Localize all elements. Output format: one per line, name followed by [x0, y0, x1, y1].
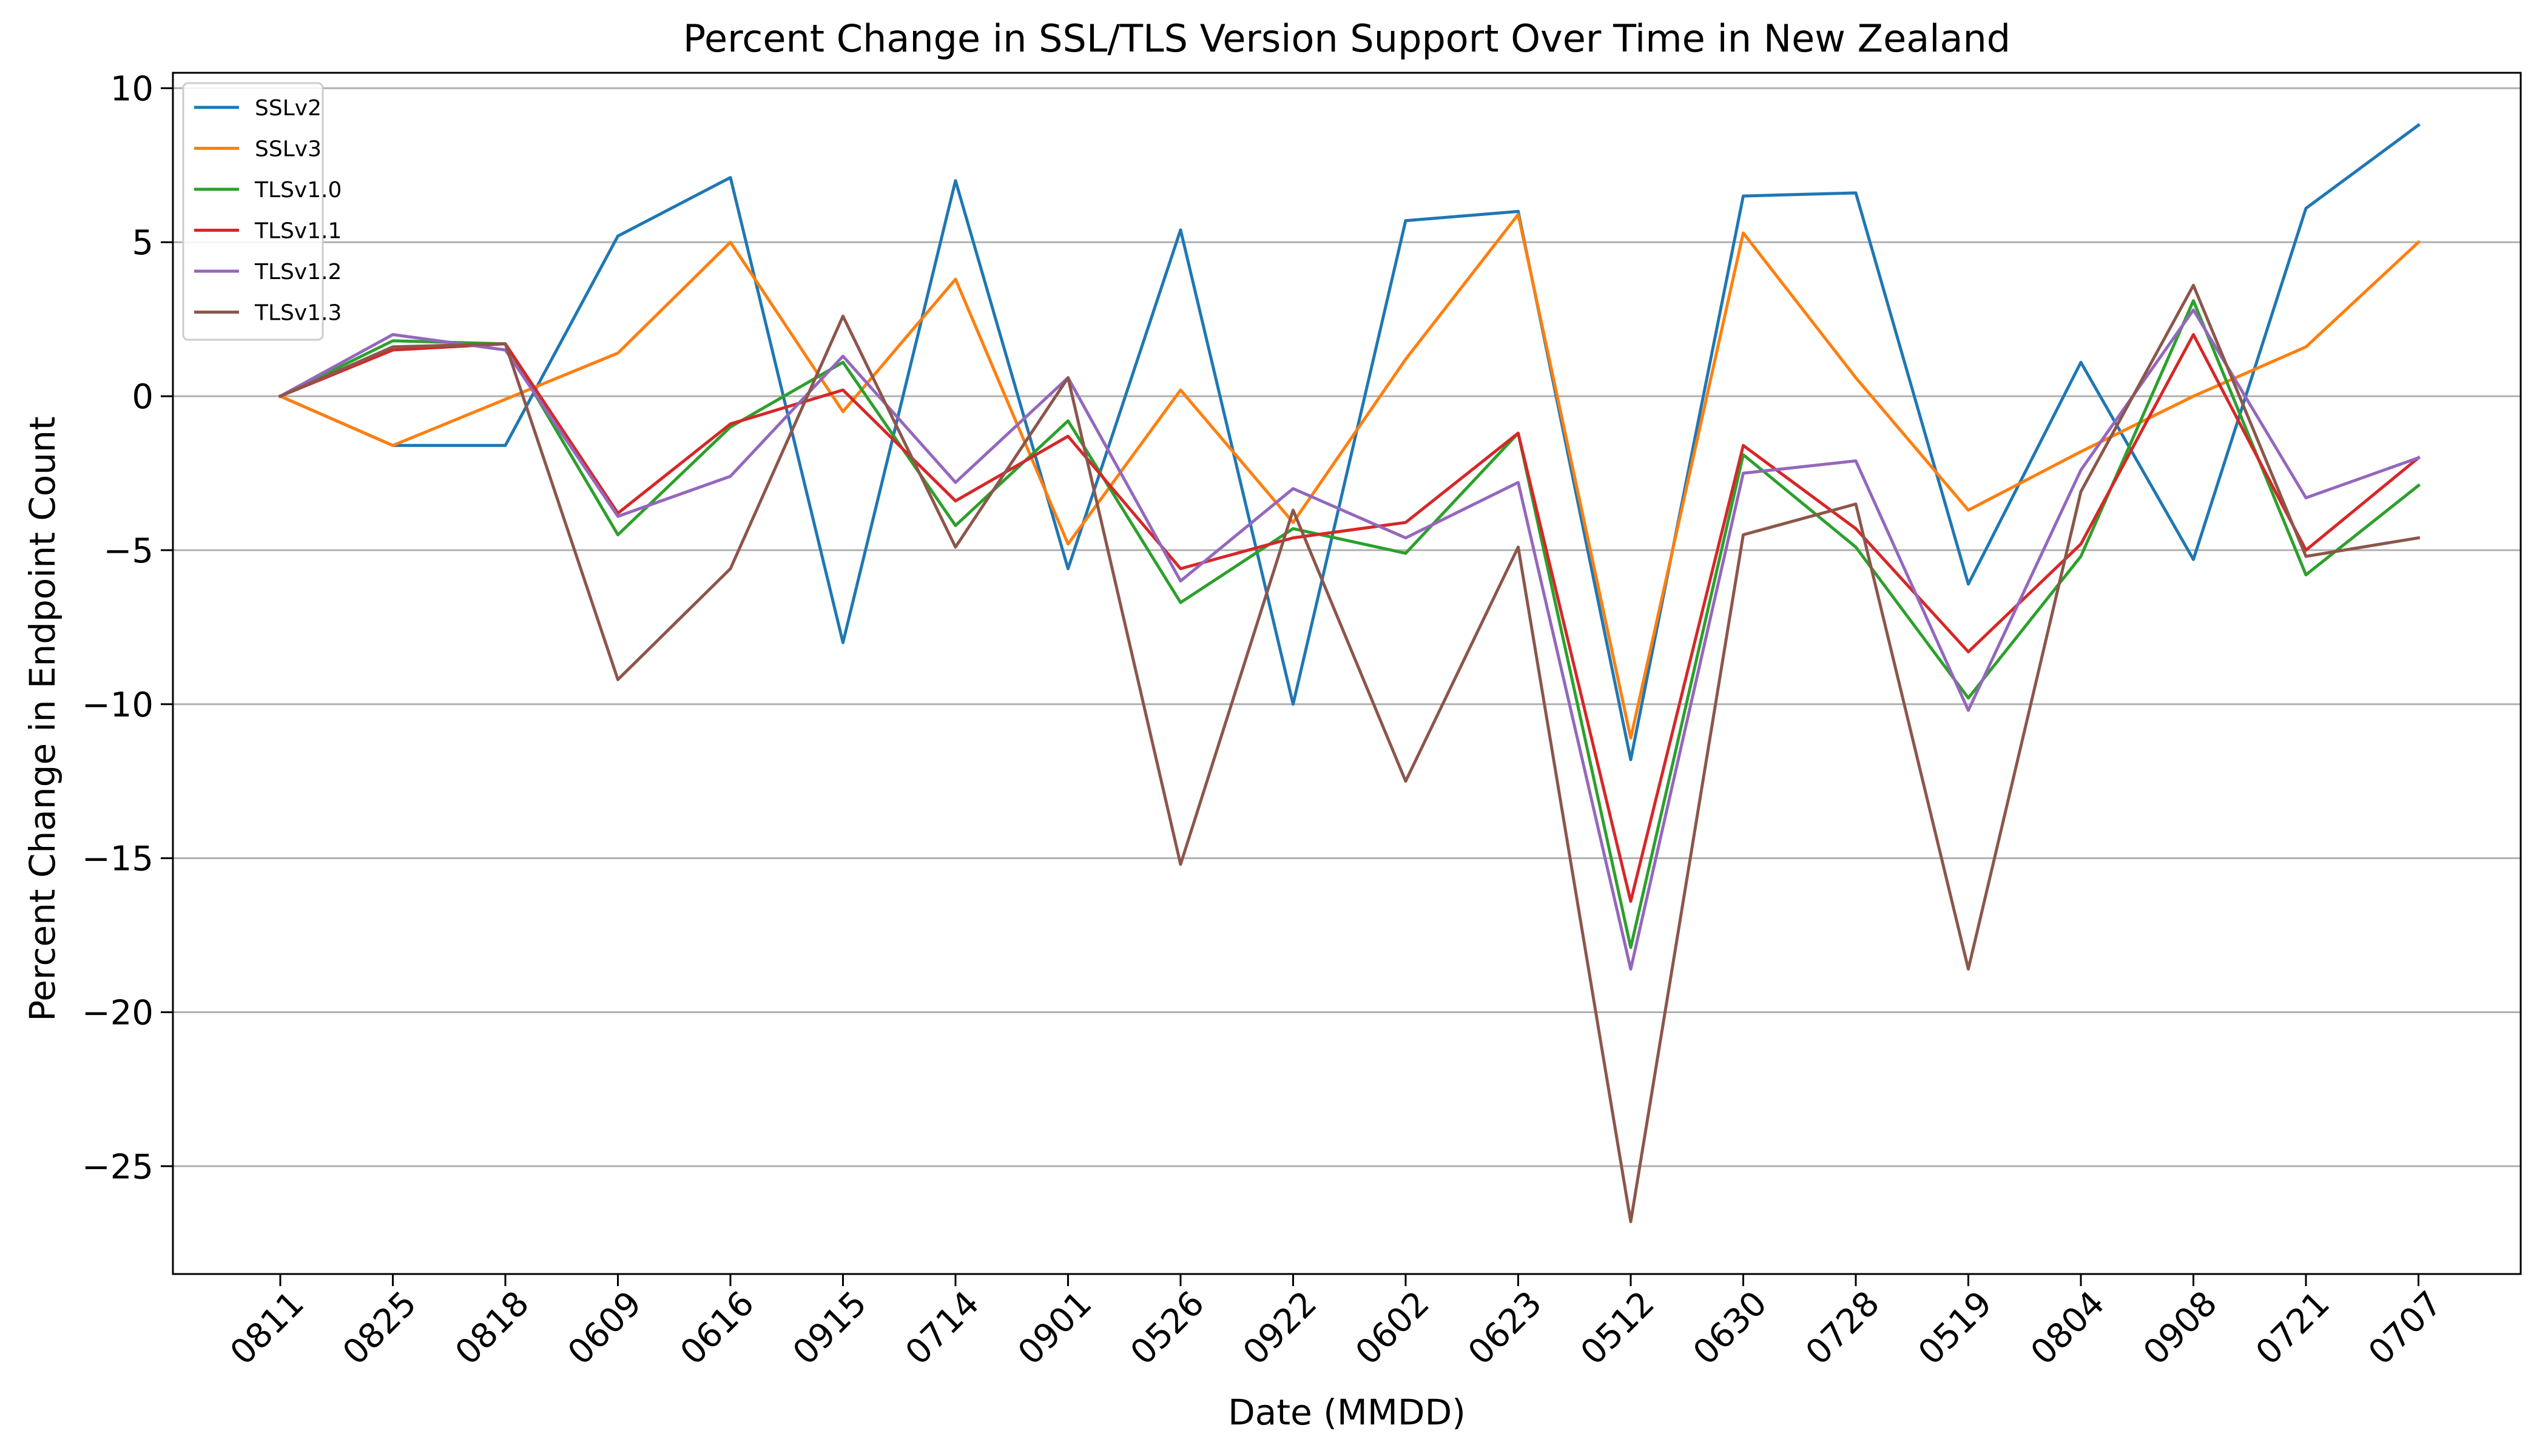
plot-area-frame [172, 72, 2522, 1275]
y-axis-label: Percent Change in Endpoint Count [22, 416, 63, 1021]
legend-label-tlsv1-3: TLSv1.3 [254, 301, 342, 326]
y-tick-label: −15 [82, 840, 153, 879]
series-line-sslv3 [278, 213, 2421, 740]
x-axis-label: Date (MMDD) [1228, 1392, 1466, 1433]
series-lines [278, 123, 2421, 1224]
series-line-tlsv1-2 [278, 308, 2421, 971]
chart-title: Percent Change in SSL/TLS Version Suppor… [683, 16, 2010, 61]
legend-label-tlsv1-0: TLSv1.0 [254, 178, 342, 203]
legend-label-tlsv1-2: TLSv1.2 [254, 260, 342, 285]
legend: SSLv2 SSLv3 TLSv1.0 TLSv1.1 TLSv1.2 TLSv1.3 [182, 82, 342, 341]
series-line-tlsv1-1 [278, 333, 2421, 903]
y-tick-label: −10 [82, 686, 153, 725]
legend-label-sslv3: SSLv3 [255, 137, 322, 162]
y-tick-label: 10 [110, 69, 153, 109]
y-tick-label: −5 [103, 531, 153, 571]
y-tick-label: 5 [132, 223, 153, 263]
y-axis-ticks: 10 5 0 −5 −10 −15 −20 −25 [82, 69, 173, 1187]
y-tick-label: −25 [82, 1147, 153, 1187]
y-tick-label: −20 [82, 993, 153, 1033]
series-line-tlsv1-0 [278, 299, 2421, 949]
legend-label-tlsv1-1: TLSv1.1 [254, 219, 342, 244]
y-tick-label: 0 [132, 377, 153, 417]
series-line-sslv2 [278, 123, 2421, 761]
legend-label-sslv2: SSLv2 [255, 96, 322, 121]
y-gridlines [173, 87, 2521, 1167]
series-line-tlsv1-3 [278, 283, 2421, 1224]
